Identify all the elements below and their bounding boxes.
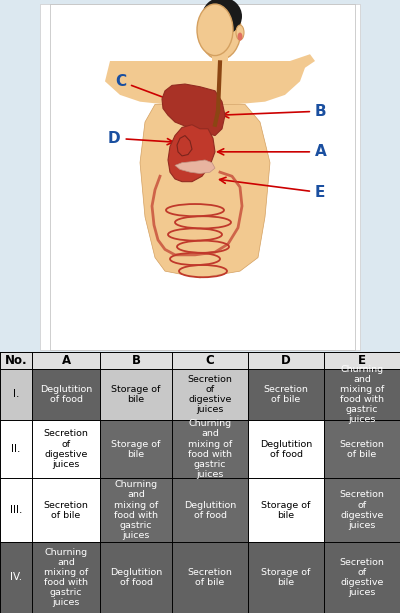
Text: Churning
and
mixing of
food with
gastric
juices: Churning and mixing of food with gastric…	[114, 481, 158, 539]
Text: Secretion
of bile: Secretion of bile	[188, 568, 232, 587]
Text: Churning
and
mixing of
food with
gastric
juices: Churning and mixing of food with gastric…	[44, 548, 88, 607]
Bar	[172, 420, 248, 478]
Text: Storage of
bile: Storage of bile	[111, 440, 161, 459]
Text: C: C	[115, 74, 171, 101]
Bar	[40, 4, 360, 350]
Ellipse shape	[238, 32, 242, 40]
Bar	[32, 542, 100, 613]
Bar	[0, 352, 400, 369]
Polygon shape	[177, 135, 192, 156]
Text: Churning
and
mixing of
food with
gastric
juices: Churning and mixing of food with gastric…	[340, 365, 384, 424]
Bar	[32, 369, 100, 420]
Bar	[100, 478, 172, 542]
Text: Storage of
bile: Storage of bile	[111, 385, 161, 404]
Text: D: D	[281, 354, 291, 367]
Text: Deglutition
of food: Deglutition of food	[184, 501, 236, 520]
Bar	[100, 420, 172, 478]
Text: I.: I.	[13, 389, 19, 400]
Text: E: E	[220, 177, 325, 200]
Text: Storage of
bile: Storage of bile	[261, 501, 311, 520]
Text: III.: III.	[10, 505, 22, 515]
Bar	[324, 478, 400, 542]
Bar	[212, 34, 228, 61]
Bar	[248, 542, 324, 613]
Bar	[324, 420, 400, 478]
Bar	[0, 420, 400, 478]
Text: Secretion
of
digestive
juices: Secretion of digestive juices	[44, 430, 88, 468]
Ellipse shape	[202, 0, 242, 36]
Bar	[0, 369, 400, 420]
Bar	[0, 478, 400, 542]
Polygon shape	[168, 124, 215, 181]
Polygon shape	[105, 54, 315, 104]
Text: Secretion
of
digestive
juices: Secretion of digestive juices	[188, 375, 232, 414]
Bar	[172, 478, 248, 542]
Text: A: A	[62, 354, 70, 367]
Bar	[324, 542, 400, 613]
Bar	[50, 4, 355, 350]
Polygon shape	[140, 104, 270, 278]
Text: IV.: IV.	[10, 573, 22, 582]
Polygon shape	[175, 160, 215, 173]
Ellipse shape	[236, 25, 244, 40]
Text: E: E	[358, 354, 366, 367]
Text: A: A	[218, 144, 327, 159]
Text: Deglutition
of food: Deglutition of food	[110, 568, 162, 587]
Text: Secretion
of
digestive
juices: Secretion of digestive juices	[340, 490, 384, 530]
Text: Storage of
bile: Storage of bile	[261, 568, 311, 587]
Text: Secretion
of bile: Secretion of bile	[264, 385, 308, 404]
Bar	[248, 369, 324, 420]
Ellipse shape	[197, 4, 233, 56]
Bar	[0, 542, 32, 613]
Text: D: D	[108, 131, 173, 146]
Text: Churning
and
mixing of
food with
gastric
juices: Churning and mixing of food with gastric…	[188, 419, 232, 479]
Polygon shape	[162, 84, 225, 135]
Text: Deglutition
of food: Deglutition of food	[40, 385, 92, 404]
Bar	[324, 369, 400, 420]
Bar	[0, 542, 400, 613]
Text: B: B	[132, 354, 140, 367]
Text: Secretion
of bile: Secretion of bile	[44, 501, 88, 520]
Ellipse shape	[199, 0, 241, 59]
Text: Secretion
of
digestive
juices: Secretion of digestive juices	[340, 558, 384, 597]
Bar	[172, 542, 248, 613]
Text: C: C	[206, 354, 214, 367]
Text: No.: No.	[5, 354, 27, 367]
Text: II.: II.	[11, 444, 21, 454]
Text: B: B	[223, 104, 327, 119]
Text: Deglutition
of food: Deglutition of food	[260, 440, 312, 459]
Bar	[100, 542, 172, 613]
Text: Secretion
of bile: Secretion of bile	[340, 440, 384, 459]
